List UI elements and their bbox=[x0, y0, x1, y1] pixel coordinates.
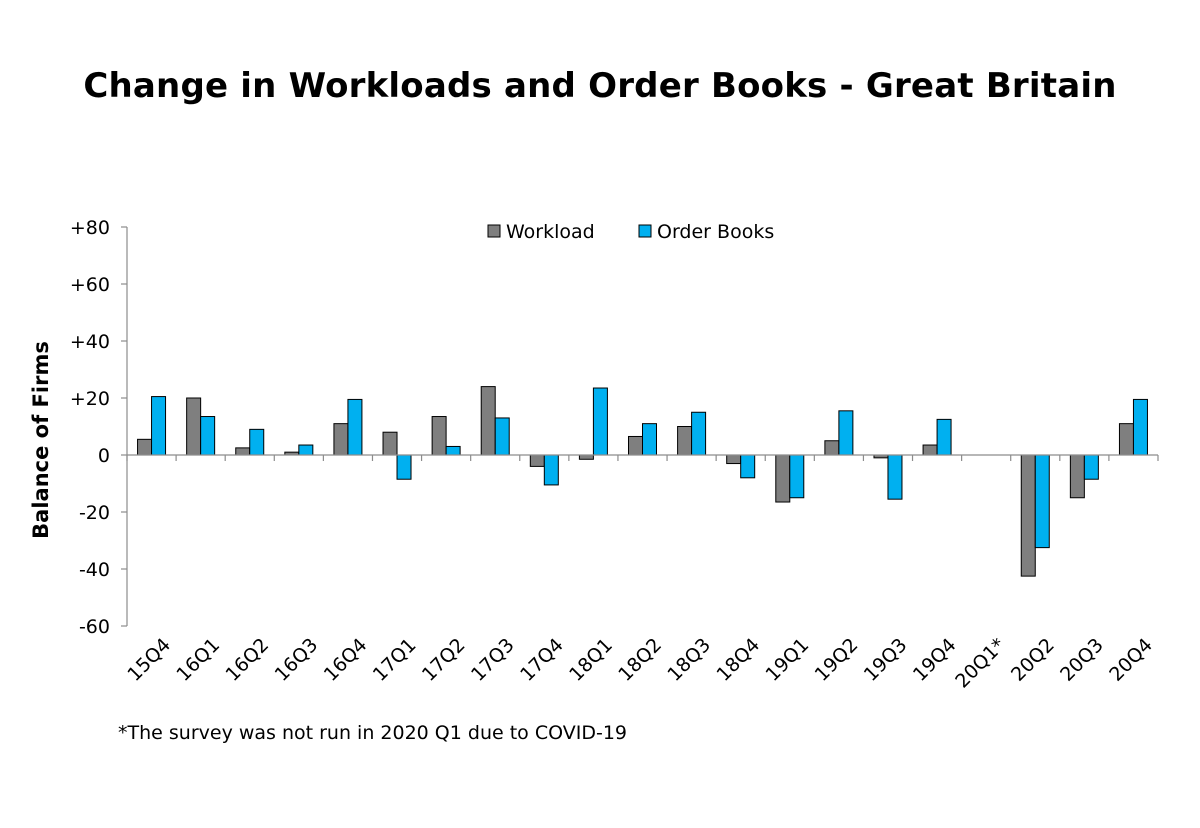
x-tick-label: 20Q1* bbox=[951, 634, 1010, 693]
bar-workload-20Q4 bbox=[1118, 423, 1134, 456]
bar-order-books-18Q3 bbox=[691, 411, 707, 456]
bar-order-books-17Q4 bbox=[543, 454, 559, 486]
x-axis: 15Q416Q116Q216Q316Q417Q117Q217Q317Q418Q1… bbox=[123, 454, 1159, 693]
y-tick-label: +80 bbox=[70, 217, 110, 239]
legend-label: Workload bbox=[506, 221, 595, 243]
legend: Workload Order Books bbox=[487, 221, 774, 243]
bar-workload-18Q3 bbox=[677, 426, 693, 456]
bar-order-books-18Q4 bbox=[740, 454, 756, 479]
x-tick-label: 20Q4 bbox=[1105, 634, 1157, 686]
bar-order-books-19Q4 bbox=[936, 418, 952, 456]
y-tick-label: +40 bbox=[70, 331, 110, 353]
bar-order-books-16Q4 bbox=[347, 398, 363, 456]
legend-label: Order Books bbox=[657, 221, 774, 243]
x-tick-label: 16Q3 bbox=[271, 634, 323, 686]
x-tick-label: 17Q3 bbox=[467, 634, 519, 686]
x-tick-label: 17Q4 bbox=[516, 634, 568, 686]
bar-workload-16Q2 bbox=[235, 447, 251, 456]
bar-workload-15Q4 bbox=[137, 438, 153, 456]
bar-workload-18Q4 bbox=[726, 454, 742, 465]
bar-workload-20Q3 bbox=[1069, 454, 1085, 499]
x-tick-label: 18Q4 bbox=[712, 634, 764, 686]
bar-workload-18Q2 bbox=[628, 435, 643, 456]
bar-workload-16Q4 bbox=[333, 423, 349, 456]
x-tick-label: 17Q2 bbox=[418, 634, 470, 686]
x-tick-label: 16Q1 bbox=[172, 634, 224, 686]
bar-workload-17Q2 bbox=[431, 416, 447, 456]
bar-workload-17Q1 bbox=[382, 431, 398, 456]
y-tick-label: -20 bbox=[79, 502, 110, 524]
x-tick-label: 19Q1 bbox=[762, 634, 814, 686]
bar-workload-19Q2 bbox=[824, 440, 840, 456]
bar-order-books-17Q2 bbox=[445, 445, 461, 456]
bar-workload-18Q1 bbox=[578, 454, 594, 460]
legend-swatch bbox=[487, 224, 501, 238]
bar-order-books-17Q1 bbox=[396, 454, 412, 480]
bar-workload-17Q4 bbox=[529, 454, 545, 467]
x-tick-label: 19Q3 bbox=[860, 634, 912, 686]
bar-order-books-20Q4 bbox=[1132, 398, 1148, 456]
bar-order-books-20Q3 bbox=[1083, 454, 1099, 480]
footnote: *The survey was not run in 2020 Q1 due t… bbox=[118, 722, 627, 744]
bar-workload-20Q2 bbox=[1020, 454, 1036, 577]
bar-order-books-19Q2 bbox=[838, 410, 854, 456]
x-tick-label: 20Q2 bbox=[1007, 634, 1059, 686]
x-tick-label: 18Q3 bbox=[663, 634, 715, 686]
bar-order-books-19Q1 bbox=[789, 454, 805, 499]
y-tick-label: +20 bbox=[70, 388, 110, 410]
bar-order-books-16Q2 bbox=[249, 428, 265, 456]
x-tick-label: 17Q1 bbox=[369, 634, 421, 686]
y-tick-label: +60 bbox=[70, 274, 110, 296]
bar-workload-16Q1 bbox=[186, 397, 202, 456]
bar-workload-17Q3 bbox=[480, 386, 496, 456]
bar-order-books-16Q1 bbox=[200, 416, 216, 456]
bar-order-books-18Q2 bbox=[642, 423, 657, 456]
legend-swatch bbox=[638, 224, 652, 238]
bar-order-books-17Q3 bbox=[494, 417, 510, 456]
y-tick-label: -40 bbox=[79, 559, 110, 581]
chart-title: Change in Workloads and Order Books - Gr… bbox=[83, 66, 1117, 106]
y-axis: +80 +60 +40 +20 0 -20 -40 -60 bbox=[70, 217, 128, 638]
x-tick-label: 16Q2 bbox=[221, 634, 273, 686]
x-tick-label: 19Q2 bbox=[811, 634, 863, 686]
y-axis-label: Balance of Firms bbox=[29, 341, 53, 539]
x-tick-label: 15Q4 bbox=[123, 634, 175, 686]
y-tick-label: -60 bbox=[79, 616, 110, 638]
bar-order-books-18Q1 bbox=[592, 387, 608, 456]
bar-order-books-19Q3 bbox=[887, 454, 903, 500]
bar-order-books-20Q2 bbox=[1034, 454, 1050, 549]
bar-workload-19Q4 bbox=[922, 444, 938, 456]
x-tick-label: 16Q4 bbox=[320, 634, 372, 686]
x-tick-label: 18Q2 bbox=[614, 634, 666, 686]
x-tick-label: 18Q1 bbox=[565, 634, 617, 686]
y-tick-label: 0 bbox=[98, 445, 110, 467]
bar-order-books-16Q3 bbox=[298, 444, 314, 456]
bars bbox=[137, 386, 1148, 577]
bar-workload-19Q1 bbox=[775, 454, 791, 503]
bar-order-books-15Q4 bbox=[151, 396, 167, 456]
x-tick-label: 20Q3 bbox=[1056, 634, 1108, 686]
